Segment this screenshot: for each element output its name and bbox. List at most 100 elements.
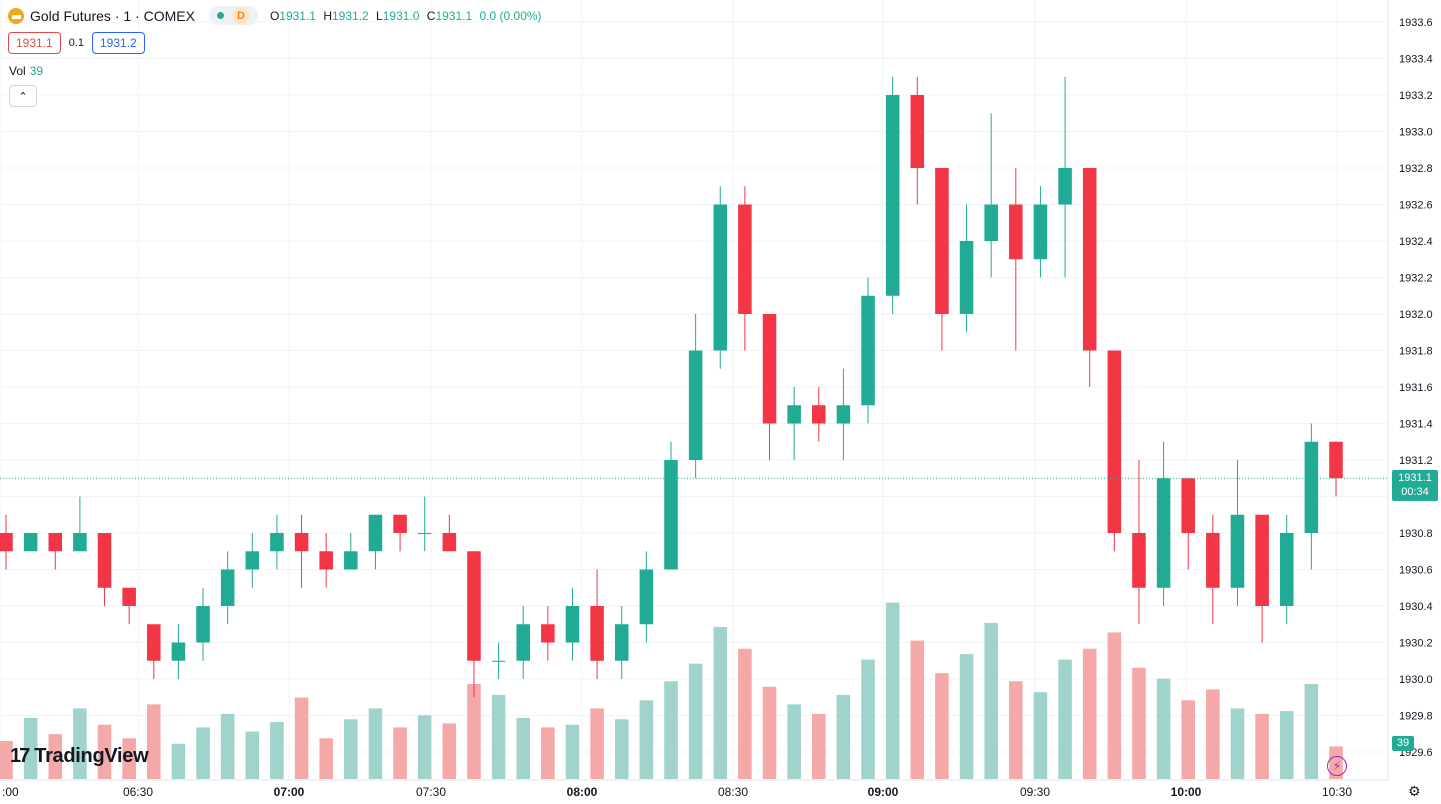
candle: [1107, 350, 1122, 552]
time-axis[interactable]: :00 06:30 07:00 07:30 08:00 08:30 09:00 09:30 10…: [2, 785, 1352, 799]
time-tick-label: 08:00: [567, 785, 598, 799]
logo-mark: 17: [10, 745, 30, 767]
candle-body: [1033, 204, 1048, 260]
candle: [885, 76, 900, 314]
open-label: O: [269, 8, 280, 23]
volume-bar: [1230, 708, 1245, 779]
candle-body: [935, 168, 949, 314]
last-price-value: 1931.1: [1398, 472, 1432, 484]
volume-bar: [1107, 632, 1122, 779]
candle-body: [196, 606, 210, 643]
candle-body: [1230, 514, 1245, 588]
candle-body: [270, 533, 284, 552]
spread-value: 0.1: [68, 37, 84, 49]
price-tick-label: 1931.6: [1399, 382, 1433, 394]
candle-body: [1206, 533, 1220, 588]
candle-body: [1329, 441, 1343, 479]
lightning-icon[interactable]: ⚡: [1327, 756, 1347, 776]
candle-body: [1082, 168, 1097, 351]
buy-price-button[interactable]: 1931.2: [92, 32, 145, 54]
volume-bar: [1033, 692, 1048, 779]
candle-body: [959, 241, 974, 314]
tradingview-logo[interactable]: 17 TradingView: [10, 745, 149, 768]
time-tick-label: 08:30: [718, 785, 748, 799]
candle: [1082, 168, 1097, 387]
candle-body: [1304, 441, 1319, 533]
gear-icon[interactable]: ⚙: [1408, 783, 1421, 799]
candle: [1206, 514, 1220, 625]
time-tick-label: 09:00: [868, 785, 899, 799]
candle: [959, 204, 974, 333]
candle: [1058, 76, 1072, 278]
volume-bar: [393, 727, 407, 779]
volume-bar: [270, 722, 284, 779]
candle: [73, 496, 87, 552]
candle-body: [97, 533, 112, 588]
price-tick-label: 1931.8: [1399, 346, 1433, 358]
candle-body: [1181, 478, 1195, 533]
candle-body: [787, 405, 801, 424]
price-tick-label: 1930.8: [1399, 528, 1433, 540]
gold-icon: [8, 7, 24, 24]
candle: [491, 642, 506, 679]
candle: [738, 186, 752, 351]
candle: [984, 113, 998, 278]
candle: [368, 514, 383, 570]
candle: [467, 551, 481, 698]
volume-bar: [836, 694, 851, 779]
market-status-pill[interactable]: D: [208, 6, 258, 25]
candle: [516, 606, 530, 679]
candle: [147, 624, 161, 679]
candle-body: [713, 204, 728, 351]
volume-legend[interactable]: Vol 39: [9, 64, 43, 78]
price-tick-label: 1929.8: [1399, 711, 1433, 723]
candle-body: [491, 660, 506, 662]
volume-bar: [812, 713, 826, 779]
candle: [836, 368, 851, 460]
volume-bar: [1255, 713, 1269, 779]
logo-text: TradingView: [34, 745, 149, 767]
candle: [1279, 514, 1294, 625]
candle-body: [393, 514, 407, 533]
candle-body: [1058, 168, 1072, 205]
volume-bar: [97, 724, 112, 779]
candle-body: [147, 624, 161, 661]
price-tick-label: 1933.4: [1399, 54, 1433, 66]
sell-price-button[interactable]: 1931.1: [8, 32, 61, 54]
price-axis[interactable]: 1933.6 1933.4 1933.2 1933.0 1932.8 1932.6 1932…: [1399, 17, 1433, 759]
volume-bar: [1279, 711, 1294, 779]
price-tick-label: 1930.2: [1399, 638, 1433, 650]
volume-bar: [959, 654, 974, 779]
candle: [1329, 441, 1343, 497]
candle: [762, 314, 777, 460]
candle-body: [762, 314, 777, 424]
candle-body: [1009, 204, 1023, 260]
candle: [664, 441, 678, 570]
candle: [344, 533, 358, 570]
volume-bar: [220, 713, 235, 779]
volume-bar: [0, 741, 13, 779]
candle-body: [885, 95, 900, 296]
low-label: L: [376, 8, 383, 23]
candle-body: [861, 295, 875, 406]
volume-value: 39: [29, 64, 44, 78]
candle: [713, 186, 728, 369]
volume-bar: [688, 663, 703, 779]
volume-bar: [1132, 667, 1146, 779]
volume-bar: [417, 715, 432, 779]
price-tick-label: 1932.4: [1399, 236, 1433, 248]
time-tick-label: 10:30: [1322, 785, 1352, 799]
volume-bars: [0, 602, 1343, 779]
volume-bar: [590, 708, 604, 779]
candle: [688, 314, 703, 479]
collapse-legend-button[interactable]: ⌃: [9, 85, 37, 107]
candle-body: [639, 569, 654, 625]
volume-bar: [319, 738, 333, 779]
symbol-title[interactable]: Gold Futures · 1 · COMEX: [30, 7, 195, 24]
candle-body: [812, 405, 826, 424]
candle: [417, 496, 432, 552]
candle: [639, 551, 654, 643]
volume-bar: [1304, 684, 1319, 779]
price-tick-label: 1932.8: [1399, 163, 1433, 175]
